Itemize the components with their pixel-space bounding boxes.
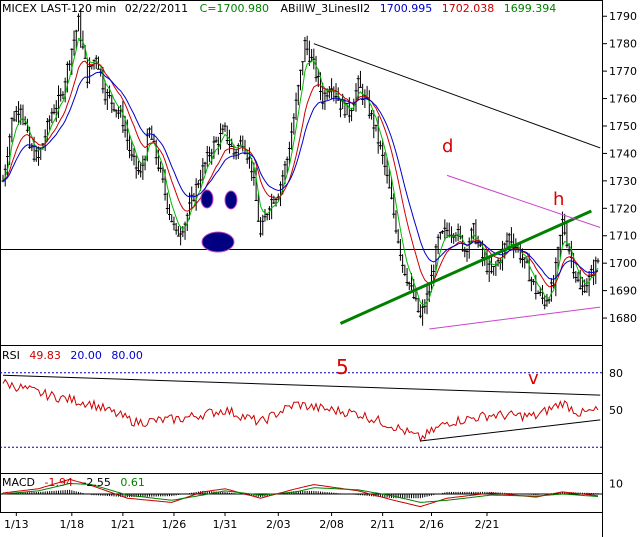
y-tick-label: 1680: [609, 312, 637, 325]
x-tick-label: 1/18: [59, 518, 84, 531]
rsi-label: RSI: [2, 349, 20, 362]
macd-tick-label: 10: [609, 478, 623, 491]
header-value-red: 1702.038: [442, 2, 495, 15]
svg-text:MICEX LAST-120 min 02/22/2: MICEX LAST-120 min 02/22/2011 C=1700.980…: [2, 2, 556, 15]
rsi-level-high: 80.00: [111, 349, 143, 362]
annotation-h: h: [553, 189, 564, 210]
y-tick-label: 1750: [609, 120, 637, 133]
rsi-tick-label: 80: [609, 367, 623, 380]
ma-line-red: [2, 60, 599, 288]
trendline-channel-top: [446, 174, 601, 228]
annotation-d: d: [442, 136, 453, 157]
macd-signal-line: [2, 482, 599, 503]
x-tick-label: 2/08: [319, 518, 344, 531]
y-tick-label: 1790: [609, 10, 637, 23]
rsi-panel-frame: [0, 345, 603, 474]
y-tick-label: 1720: [609, 202, 637, 215]
macd-label: MACD: [2, 476, 35, 489]
y-tick-label: 1690: [609, 285, 637, 298]
header-value-blue: 1700.995: [380, 2, 433, 15]
macd-value-1: -1.94: [44, 476, 72, 489]
rsi-level-low: 20.00: [70, 349, 102, 362]
y-tick-label: 1770: [609, 65, 637, 78]
y-tick-label: 1700: [609, 257, 637, 270]
trendline-downtrend: [313, 43, 601, 149]
macd-line: [2, 478, 599, 508]
trendline-uptrend-5: [339, 209, 592, 325]
x-tick-label: 1/31: [213, 518, 238, 531]
rsi-trendline-rsi-down: [2, 374, 601, 396]
x-tick-label: 2/03: [266, 518, 291, 531]
macd-value-2: -2.55: [82, 476, 110, 489]
x-tick-label: 2/11: [370, 518, 395, 531]
rsi-line: [2, 378, 599, 443]
header-symbol: MICEX LAST-120 min: [2, 2, 116, 15]
x-tick-label: 2/21: [475, 518, 500, 531]
rsi-trendline-rsi-up: [420, 419, 601, 442]
price-panel-frame: [0, 0, 603, 346]
header-indicator: ABillW_3LinesII2: [281, 2, 371, 15]
x-tick-label: 1/21: [111, 518, 136, 531]
ma-line-green: [2, 37, 599, 306]
face-mouth: [201, 231, 235, 253]
svg-text:RSI 49.83 20.00 80: RSI 49.83 20.00 80.00: [2, 349, 143, 362]
y-tick-label: 1780: [609, 38, 637, 51]
header-close: C=1700.980: [200, 2, 269, 15]
x-tick-label: 2/16: [419, 518, 444, 531]
rsi-value: 49.83: [29, 349, 61, 362]
header-value-green: 1699.394: [504, 2, 557, 15]
macd-value-3: 0.61: [120, 476, 145, 489]
annotation-5: 5: [336, 355, 349, 379]
x-tick-label: 1/26: [162, 518, 187, 531]
face-eye-left: [200, 189, 214, 209]
y-tick-label: 1710: [609, 230, 637, 243]
annotation-v: v: [528, 368, 539, 389]
y-tick-label: 1730: [609, 175, 637, 188]
svg-text:MACD -1.94 -2.55 0: MACD -1.94 -2.55 0.61: [2, 476, 145, 489]
ma-line-blue: [2, 71, 599, 281]
x-tick-label: 1/13: [4, 518, 29, 531]
rsi-tick-label: 50: [609, 404, 623, 417]
header-date: 02/22/2011: [125, 2, 188, 15]
y-tick-label: 1740: [609, 147, 637, 160]
face-eye-right: [224, 190, 238, 210]
y-tick-label: 1760: [609, 93, 637, 106]
trendline-channel-bottom: [429, 306, 601, 330]
